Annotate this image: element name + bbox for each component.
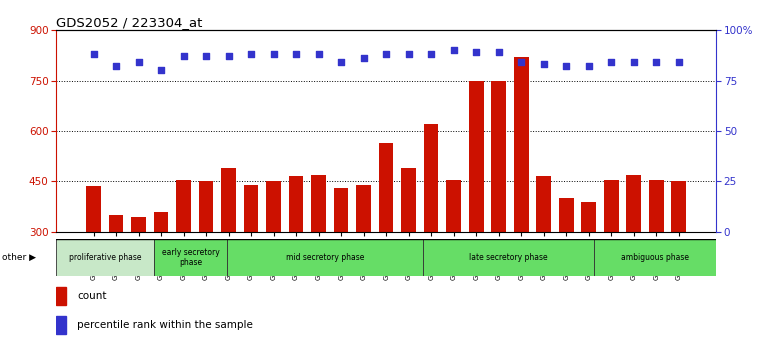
Point bbox=[515, 59, 527, 65]
Bar bbox=[604, 180, 618, 232]
Bar bbox=[469, 80, 484, 232]
Point bbox=[605, 59, 618, 65]
Point bbox=[132, 59, 145, 65]
Text: count: count bbox=[77, 291, 107, 301]
Bar bbox=[199, 181, 213, 232]
Point bbox=[425, 51, 437, 57]
Point bbox=[560, 64, 572, 69]
Point bbox=[223, 53, 235, 59]
Bar bbox=[379, 143, 393, 232]
Bar bbox=[447, 180, 461, 232]
Bar bbox=[671, 181, 686, 232]
Text: proliferative phase: proliferative phase bbox=[69, 253, 142, 262]
Bar bbox=[514, 57, 528, 232]
Bar bbox=[244, 185, 259, 232]
Text: early secretory
phase: early secretory phase bbox=[162, 248, 219, 267]
Point bbox=[583, 64, 595, 69]
Point bbox=[628, 59, 640, 65]
Bar bbox=[131, 217, 146, 232]
Point bbox=[155, 68, 167, 73]
Bar bbox=[227, 239, 423, 276]
Bar bbox=[649, 180, 664, 232]
Bar bbox=[176, 180, 191, 232]
Point bbox=[650, 59, 662, 65]
Point bbox=[493, 50, 505, 55]
Bar bbox=[56, 287, 66, 305]
Text: ambiguous phase: ambiguous phase bbox=[621, 253, 689, 262]
Bar bbox=[154, 212, 169, 232]
Bar bbox=[491, 80, 506, 232]
Bar bbox=[334, 188, 349, 232]
Bar bbox=[266, 181, 281, 232]
Point bbox=[200, 53, 213, 59]
Point bbox=[537, 62, 550, 67]
Text: mid secretory phase: mid secretory phase bbox=[286, 253, 364, 262]
Point bbox=[290, 51, 303, 57]
Bar bbox=[627, 175, 641, 232]
Bar bbox=[423, 239, 594, 276]
Bar bbox=[594, 239, 716, 276]
Point bbox=[335, 59, 347, 65]
Bar bbox=[357, 185, 371, 232]
Bar bbox=[86, 187, 101, 232]
Point bbox=[403, 51, 415, 57]
Point bbox=[380, 51, 392, 57]
Bar bbox=[581, 202, 596, 232]
Bar bbox=[221, 168, 236, 232]
Bar bbox=[401, 168, 416, 232]
Point bbox=[313, 51, 325, 57]
Bar bbox=[56, 316, 66, 334]
Bar bbox=[559, 198, 574, 232]
Bar bbox=[289, 176, 303, 232]
Point bbox=[673, 59, 685, 65]
Point bbox=[87, 51, 99, 57]
Text: other ▶: other ▶ bbox=[2, 253, 35, 262]
Bar bbox=[311, 175, 326, 232]
Bar bbox=[537, 176, 551, 232]
Point bbox=[110, 64, 122, 69]
Point bbox=[177, 53, 189, 59]
Bar bbox=[109, 215, 123, 232]
Bar bbox=[154, 239, 227, 276]
Text: percentile rank within the sample: percentile rank within the sample bbox=[77, 320, 253, 330]
Text: GDS2052 / 223304_at: GDS2052 / 223304_at bbox=[56, 16, 203, 29]
Point bbox=[245, 51, 257, 57]
Point bbox=[267, 51, 280, 57]
Point bbox=[447, 47, 460, 53]
Bar bbox=[424, 124, 438, 232]
Point bbox=[357, 56, 370, 61]
Bar bbox=[56, 239, 154, 276]
Point bbox=[470, 50, 482, 55]
Text: late secretory phase: late secretory phase bbox=[469, 253, 547, 262]
